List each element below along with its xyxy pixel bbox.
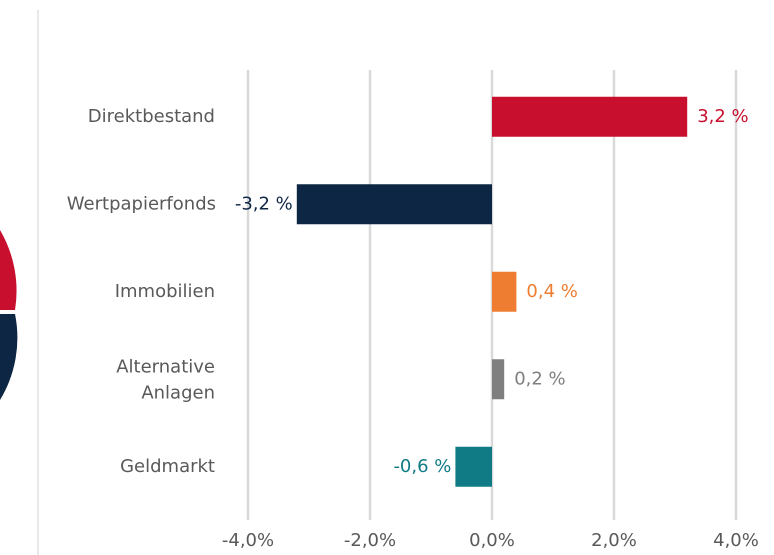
y-tick-label: Immobilien bbox=[115, 281, 215, 302]
x-tick-label: -4,0% bbox=[222, 530, 274, 551]
x-tick-label: -2,0% bbox=[344, 530, 396, 551]
x-tick-label: 2,0% bbox=[591, 530, 637, 551]
pie-fragment bbox=[0, 230, 17, 310]
y-tick-label: Direktbestand bbox=[88, 106, 215, 127]
y-tick-label: Geldmarkt bbox=[120, 456, 215, 477]
pie-fragment bbox=[0, 314, 18, 400]
y-tick-label: Wertpapierfonds bbox=[67, 193, 216, 214]
bar bbox=[455, 446, 492, 487]
data-label: -0,6 % bbox=[393, 456, 451, 477]
data-label: 3,2 % bbox=[697, 106, 748, 127]
bar bbox=[492, 271, 517, 312]
data-label: 0,2 % bbox=[514, 368, 565, 389]
data-label: 0,4 % bbox=[526, 281, 577, 302]
bar bbox=[296, 184, 492, 225]
bar bbox=[492, 359, 505, 400]
x-tick-label: 4,0% bbox=[713, 530, 759, 551]
y-tick-label: Alternative Anlagen bbox=[116, 356, 215, 403]
x-tick-label: 0,0% bbox=[469, 530, 515, 551]
bar bbox=[492, 96, 688, 137]
data-label: -3,2 % bbox=[235, 193, 293, 214]
